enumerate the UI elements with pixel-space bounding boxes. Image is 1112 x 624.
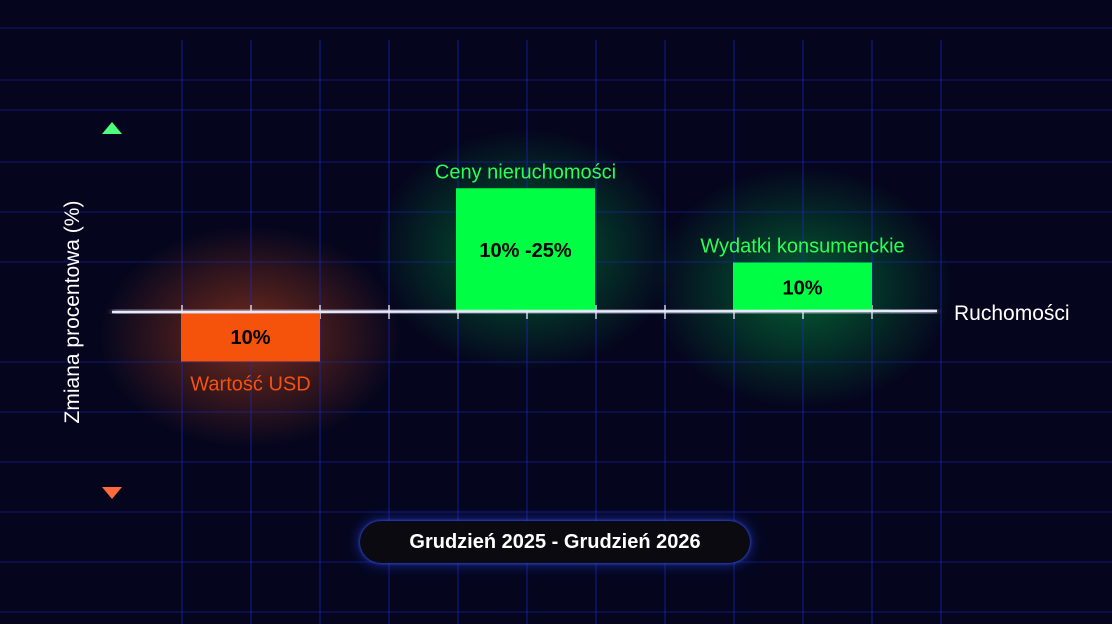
bar — [733, 262, 872, 312]
bars — [181, 188, 872, 362]
bar-category-label: Ceny nieruchomości — [435, 161, 616, 183]
y-axis-label: Zmiana procentowa (%) — [61, 201, 84, 424]
bar — [456, 188, 595, 312]
y-axis-down-arrow-icon — [102, 487, 122, 499]
bar-category-label: Wartość USD — [190, 374, 310, 396]
bar-value-label: 10% -25% — [479, 240, 571, 262]
bar-category-label: Wydatki konsumenckie — [700, 236, 904, 258]
y-axis-up-arrow-icon — [102, 122, 122, 134]
bar — [181, 312, 320, 362]
bar-value-label: 10% — [782, 277, 822, 299]
axes — [102, 122, 938, 499]
x-axis-label: Ruchomości — [954, 302, 1070, 325]
period-label: Grudzień 2025 - Grudzień 2026 — [409, 530, 701, 553]
bar-value-label: 10% — [230, 327, 270, 349]
period-badge: Grudzień 2025 - Grudzień 2026 — [360, 521, 750, 563]
x-axis-line — [111, 309, 938, 314]
